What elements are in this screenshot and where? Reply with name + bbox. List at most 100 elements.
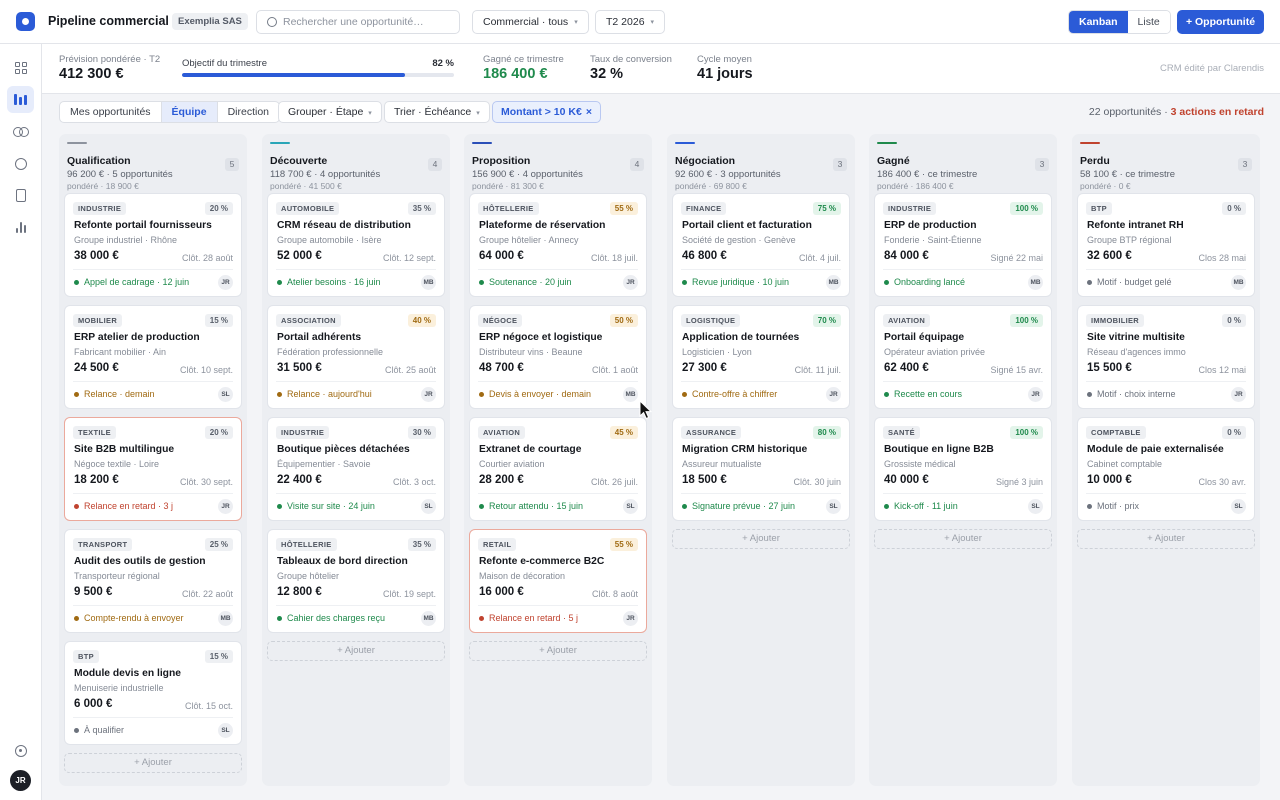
card-title[interactable]: Extranet de courtage [479,444,582,455]
opportunity-card[interactable]: AUTOMOBILE 35 % CRM réseau de distribution… [267,193,445,297]
card-title[interactable]: Audit des outils de gestion [74,556,206,567]
opportunity-card[interactable]: BTP 0 % Refonte intranet RH Groupe BTP régi… [1077,193,1255,297]
opportunity-card[interactable]: ASSURANCE 80 % Migration CRM historique Ass… [672,417,850,521]
owner-avatar[interactable]: MB [1028,275,1043,290]
scope-mine-button[interactable]: Mes opportunités [60,102,162,122]
nav-pipeline[interactable] [7,86,34,113]
org-badge[interactable]: Exemplia SAS [172,13,248,30]
owner-avatar[interactable]: MB [421,611,436,626]
owner-avatar[interactable]: JR [826,387,841,402]
owner-avatar[interactable]: JR [421,387,436,402]
owner-avatar[interactable]: MB [1231,275,1246,290]
card-title[interactable]: Module devis en ligne [74,668,181,679]
nav-reports[interactable] [7,214,34,241]
owner-avatar[interactable]: SL [218,387,233,402]
card-title[interactable]: Portail client et facturation [682,220,812,231]
opportunity-card[interactable]: INDUSTRIE 20 % Refonte portail fournisseur… [64,193,242,297]
opportunity-card[interactable]: SANTÉ 100 % Boutique en ligne B2B Grossiste… [874,417,1052,521]
owner-avatar[interactable]: JR [1028,387,1043,402]
period-filter-dropdown[interactable]: T2 2026 ▾ [595,10,666,34]
nav-activities[interactable] [7,150,34,177]
opportunity-card[interactable]: COMPTABLE 0 % Module de paie externalisée C… [1077,417,1255,521]
owner-avatar[interactable]: SL [218,723,233,738]
opportunity-card[interactable]: AVIATION 45 % Extranet de courtage Courtier… [469,417,647,521]
column-title[interactable]: Découverte [270,155,328,167]
opportunity-card[interactable]: HÔTELLERIE 55 % Plateforme de réservation G… [469,193,647,297]
card-title[interactable]: ERP négoce et logistique [479,332,603,343]
nav-documents[interactable] [7,182,34,209]
card-title[interactable]: Tableaux de bord direction [277,556,408,567]
card-title[interactable]: Module de paie externalisée [1087,444,1224,455]
card-title[interactable]: Site B2B multilingue [74,444,175,455]
new-opportunity-button[interactable]: + Opportunité [1177,10,1264,34]
owner-avatar[interactable]: SL [1231,499,1246,514]
app-logo-icon[interactable] [16,12,35,31]
amount-filter-chip[interactable]: Montant > 10 K€ × [492,101,601,123]
team-filter-dropdown[interactable]: Commercial · tous ▾ [472,10,589,34]
card-title[interactable]: CRM réseau de distribution [277,220,411,231]
add-card-button[interactable]: + Ajouter [469,641,647,661]
opportunity-card[interactable]: IMMOBILIER 0 % Site vitrine multisite Résea… [1077,305,1255,409]
column-title[interactable]: Négociation [675,155,736,167]
opportunity-card[interactable]: MOBILIER 15 % ERP atelier de production Fab… [64,305,242,409]
opportunity-card[interactable]: HÔTELLERIE 35 % Tableaux de bord direction… [267,529,445,633]
scope-direction-button[interactable]: Direction [227,106,269,118]
add-card-button[interactable]: + Ajouter [267,641,445,661]
sort-dropdown[interactable]: Trier · Échéance ▾ [384,101,490,123]
card-title[interactable]: Boutique en ligne B2B [884,444,994,455]
opportunity-card[interactable]: ASSOCIATION 40 % Portail adhérents Fédérati… [267,305,445,409]
opportunity-card[interactable]: INDUSTRIE 100 % ERP de production Fonderie … [874,193,1052,297]
user-avatar[interactable]: JR [10,770,31,791]
opportunity-card[interactable]: AVIATION 100 % Portail équipage Opérateur a… [874,305,1052,409]
opportunity-card[interactable]: FINANCE 75 % Portail client et facturation… [672,193,850,297]
owner-avatar[interactable]: SL [826,499,841,514]
card-title[interactable]: ERP atelier de production [74,332,200,343]
group-by-dropdown[interactable]: Grouper · Étape ▾ [278,101,382,123]
owner-avatar[interactable]: JR [218,275,233,290]
search-box[interactable] [256,10,460,34]
add-card-button[interactable]: + Ajouter [1077,529,1255,549]
card-title[interactable]: Migration CRM historique [682,444,808,455]
add-card-button[interactable]: + Ajouter [64,753,242,773]
card-title[interactable]: Refonte portail fournisseurs [74,220,212,231]
column-title[interactable]: Proposition [472,155,531,167]
column-title[interactable]: Perdu [1080,155,1110,167]
card-title[interactable]: Portail équipage [884,332,965,343]
opportunity-card[interactable]: TEXTILE 20 % Site B2B multilingue Négoce te… [64,417,242,521]
owner-avatar[interactable]: MB [623,387,638,402]
column-title[interactable]: Gagné [877,155,910,167]
owner-avatar[interactable]: MB [826,275,841,290]
card-title[interactable]: Plateforme de réservation [479,220,606,231]
card-title[interactable]: Refonte intranet RH [1087,220,1184,231]
owner-avatar[interactable]: SL [421,499,436,514]
owner-avatar[interactable]: JR [1231,387,1246,402]
opportunity-card[interactable]: BTP 15 % Module devis en ligne Menuiserie i… [64,641,242,745]
opportunity-card[interactable]: RETAIL 55 % Refonte e-commerce B2C Maison d… [469,529,647,633]
card-title[interactable]: Portail adhérents [277,332,362,343]
owner-avatar[interactable]: MB [218,611,233,626]
add-card-button[interactable]: + Ajouter [672,529,850,549]
opportunity-card[interactable]: NÉGOCE 50 % ERP négoce et logistique Distri… [469,305,647,409]
view-kanban-button[interactable]: Kanban [1069,11,1128,33]
owner-avatar[interactable]: JR [623,611,638,626]
owner-avatar[interactable]: SL [1028,499,1043,514]
close-icon[interactable]: × [585,106,592,118]
opportunity-card[interactable]: INDUSTRIE 30 % Boutique pièces détachées Éq… [267,417,445,521]
opportunity-card[interactable]: TRANSPORT 25 % Audit des outils de gestion… [64,529,242,633]
owner-avatar[interactable]: MB [421,275,436,290]
add-card-button[interactable]: + Ajouter [874,529,1052,549]
card-title[interactable]: ERP de production [884,220,977,231]
nav-dashboard[interactable] [7,54,34,81]
owner-avatar[interactable]: SL [623,499,638,514]
card-title[interactable]: Refonte e-commerce B2C [479,556,605,567]
card-title[interactable]: Boutique pièces détachées [277,444,410,455]
card-title[interactable]: Application de tournées [682,332,800,343]
scope-team-button[interactable]: Équipe [161,102,218,122]
owner-avatar[interactable]: JR [218,499,233,514]
view-list-button[interactable]: Liste [1127,11,1170,33]
summary-late[interactable]: 3 actions en retard [1170,106,1264,118]
nav-settings[interactable] [7,737,34,764]
card-title[interactable]: Site vitrine multisite [1087,332,1185,343]
search-input[interactable] [283,16,453,28]
owner-avatar[interactable]: JR [623,275,638,290]
